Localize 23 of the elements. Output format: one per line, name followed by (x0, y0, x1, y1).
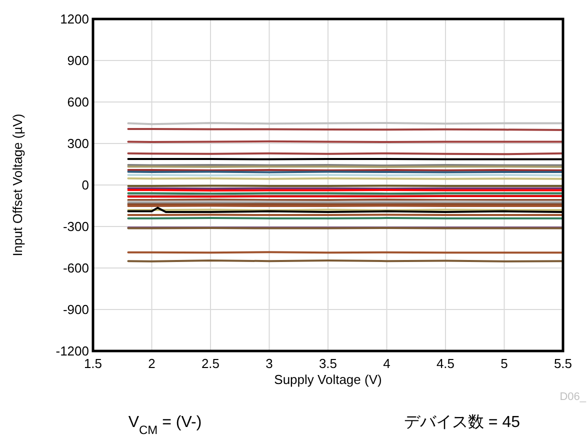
y-tick-label: -600 (62, 260, 89, 276)
x-axis-title: Supply Voltage (V) (274, 372, 382, 387)
y-tick-label: -300 (62, 219, 89, 234)
x-tick-label: 3 (266, 356, 273, 371)
x-tick-label: 2.5 (201, 356, 220, 371)
x-tick-label: 5 (500, 356, 508, 371)
y-tick-label: 900 (67, 53, 89, 68)
y-tick-label: 300 (67, 136, 89, 151)
x-tick-label: 1.5 (84, 356, 102, 371)
y-axis-title: Input Offset Voltage (µV) (10, 114, 25, 256)
text: D06_ (560, 391, 587, 403)
x-tick-label: 4 (383, 356, 390, 371)
x-tick-label: 5.5 (554, 356, 572, 371)
y-tick-label: -1200 (56, 344, 89, 358)
y-tick-label: -900 (62, 302, 89, 317)
x-tick-label: 2 (148, 356, 156, 371)
x-tick-label: 4.5 (436, 356, 455, 371)
y-tick-label: 1200 (60, 12, 89, 26)
y-tick-label: 600 (67, 94, 89, 110)
x-tick-label: 3.5 (318, 356, 338, 371)
text: デバイス数 = 45 (404, 414, 520, 431)
y-tick-label: 0 (82, 178, 89, 192)
text: V$_{CM}$ = (V-) (128, 414, 202, 437)
